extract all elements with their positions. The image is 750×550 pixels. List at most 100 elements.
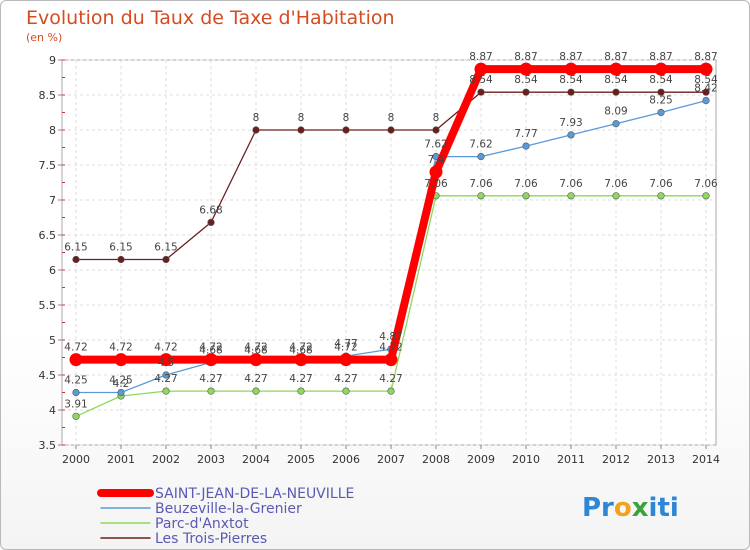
- data-point: [567, 131, 575, 139]
- x-tick-label: 2001: [107, 453, 135, 466]
- data-label: 8.25: [649, 95, 672, 107]
- y-tick-label: 7.5: [39, 159, 57, 172]
- data-label: 4.72: [244, 342, 267, 354]
- data-point: [297, 387, 305, 395]
- data-point: [612, 120, 620, 128]
- data-point: [249, 353, 263, 367]
- data-label: 4.68: [199, 344, 222, 356]
- data-point: [117, 388, 125, 397]
- data-point: [387, 387, 395, 395]
- data-point: [432, 126, 440, 134]
- data-point: [162, 255, 170, 264]
- data-point: [657, 192, 665, 200]
- data-point: [477, 192, 485, 200]
- data-label: 7.06: [649, 178, 673, 190]
- y-axis-unit: (en %): [26, 31, 62, 44]
- x-tick-label: 2013: [647, 453, 675, 466]
- y-tick-label: 6: [49, 264, 56, 277]
- y-tick-label: 6.5: [39, 229, 57, 242]
- y-tick-label: 4.5: [39, 369, 57, 382]
- data-label: 4.87: [379, 331, 402, 343]
- data-point: [72, 412, 80, 420]
- data-point: [207, 387, 215, 395]
- data-label: 4.68: [244, 344, 267, 356]
- data-label: 6.15: [154, 242, 177, 254]
- data-point: [162, 387, 170, 395]
- x-tick-label: 2011: [557, 453, 585, 466]
- x-tick-label: 2006: [332, 453, 360, 466]
- data-point: [702, 96, 710, 105]
- data-point: [654, 62, 668, 76]
- x-tick-label: 2012: [602, 453, 630, 466]
- data-label: 4.25: [64, 375, 87, 387]
- data-label: 8.54: [559, 74, 583, 86]
- data-label: 7.4: [428, 154, 445, 166]
- data-point: [162, 371, 170, 379]
- y-tick-label: 8.5: [39, 89, 57, 102]
- data-label: 8.54: [469, 74, 493, 86]
- y-tick-label: 7: [49, 194, 56, 207]
- data-label: 7.06: [694, 178, 718, 190]
- data-label: 4.25: [109, 375, 132, 387]
- y-tick-label: 8: [49, 124, 56, 137]
- data-label: 8: [343, 112, 350, 124]
- y-tick-label: 3.5: [39, 439, 57, 452]
- x-tick-label: 2003: [197, 453, 225, 466]
- data-point: [477, 88, 485, 96]
- y-tick-label: 5: [49, 334, 56, 347]
- data-label: 4.27: [154, 373, 177, 385]
- data-point: [477, 153, 485, 161]
- data-point: [657, 108, 665, 117]
- x-tick-label: 2005: [287, 453, 315, 466]
- x-tick-label: 2010: [512, 453, 540, 466]
- data-point: [252, 126, 260, 134]
- data-point: [204, 353, 218, 367]
- data-label: 7.62: [469, 139, 492, 151]
- data-label: 8.87: [514, 51, 537, 63]
- data-label: 4.72: [154, 342, 177, 354]
- data-point: [297, 126, 305, 134]
- legend-label: Parc-d'Anxtot: [155, 516, 249, 532]
- data-label: 4.27: [199, 373, 222, 385]
- data-label: 8.42: [694, 83, 717, 95]
- data-point: [612, 192, 620, 200]
- x-tick-label: 2000: [62, 453, 90, 466]
- data-label: 8.54: [514, 74, 538, 86]
- y-tick-label: 4: [49, 404, 56, 417]
- data-label: 8.87: [694, 51, 717, 63]
- legend-label: SAINT-JEAN-DE-LA-NEUVILLE: [155, 486, 354, 502]
- legend-label: Les Trois-Pierres: [155, 531, 267, 547]
- legend: SAINT-JEAN-DE-LA-NEUVILLEBeuzeville-la-G…: [97, 486, 354, 547]
- data-point: [519, 62, 533, 76]
- data-label: 4.27: [379, 373, 402, 385]
- x-tick-label: 2008: [422, 453, 450, 466]
- data-label: 4.77: [334, 338, 357, 350]
- data-label: 6.15: [109, 242, 132, 254]
- data-label: 7.93: [559, 117, 582, 129]
- data-label: 8: [253, 112, 260, 124]
- data-point: [474, 62, 488, 76]
- data-point: [342, 126, 350, 134]
- data-label: 4.68: [289, 344, 312, 356]
- data-label: 7.06: [514, 178, 538, 190]
- proxiti-logo: Proxiti: [582, 493, 679, 523]
- logo-part: x: [632, 493, 649, 523]
- data-label: 4.5: [158, 357, 175, 369]
- data-label: 8.54: [694, 74, 718, 86]
- logo-part: Pr: [582, 493, 614, 523]
- logo-part: o: [614, 493, 632, 523]
- data-label: 8: [388, 112, 395, 124]
- data-point: [522, 142, 530, 150]
- logo-part: iti: [649, 493, 679, 523]
- data-point: [429, 165, 443, 179]
- data-point: [702, 192, 710, 200]
- data-point: [567, 192, 575, 200]
- data-point: [114, 353, 128, 367]
- data-label: 8.09: [604, 106, 627, 118]
- data-point: [294, 353, 308, 367]
- data-label: 3.91: [64, 398, 87, 410]
- data-label: 8.87: [649, 51, 672, 63]
- data-point: [384, 353, 398, 367]
- data-label: 7.06: [559, 178, 583, 190]
- x-tick-label: 2004: [242, 453, 270, 466]
